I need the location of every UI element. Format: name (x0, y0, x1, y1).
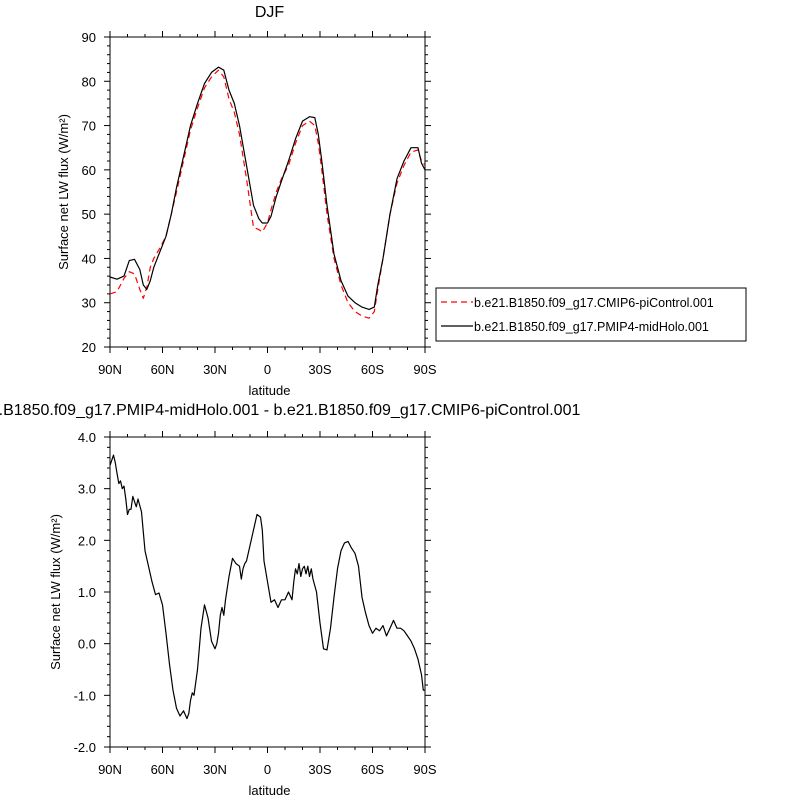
y-tick-label: 40 (82, 251, 96, 266)
x-tick-label: 30N (203, 762, 227, 777)
y-tick-label: 20 (82, 340, 96, 355)
x-axis-label: latitude (249, 383, 291, 398)
y-axis-label: Surface net LW flux (W/m²) (56, 114, 71, 270)
chart-title: b.e21.B1850.f09_g17.PMIP4-midHolo.001 - … (0, 402, 580, 419)
y-tick-label: -2.0 (74, 740, 96, 755)
y-axis-label: Surface net LW flux (W/m²) (48, 514, 63, 670)
legend-label-0: b.e21.B1850.f09_g17.CMIP6-piControl.001 (474, 296, 714, 310)
chart-title: DJF (255, 4, 285, 21)
y-tick-label: 70 (82, 119, 96, 134)
x-tick-label: 60S (361, 762, 384, 777)
x-tick-label: 60N (151, 762, 175, 777)
x-tick-label: 30S (308, 362, 331, 377)
chart-top-djf: DJF 90N 60N 30N 0 30S 60S 90S 20 30 40 50 60 70 80 90 la… (56, 4, 747, 398)
y-tick-label: 50 (82, 207, 96, 222)
x-tick-label: 0 (264, 362, 271, 377)
y-tick-label: 90 (82, 30, 96, 45)
x-tick-label: 60S (361, 362, 384, 377)
chart-bottom-difference: b.e21.B1850.f09_g17.PMIP4-midHolo.001 - … (0, 402, 580, 798)
x-tick-label: 90S (413, 362, 436, 377)
x-tick-label: 0 (264, 762, 271, 777)
legend-box (435, 287, 747, 342)
x-tick-label: 30S (308, 762, 331, 777)
x-tick-label: 90S (413, 762, 436, 777)
y-tick-label: 2.0 (78, 533, 96, 548)
plot-frame (109, 36, 426, 348)
x-tick-label: 90N (98, 762, 122, 777)
plot-frame (109, 436, 426, 748)
y-tick-label: 30 (82, 296, 96, 311)
series-line-1 (109, 66, 426, 310)
legend-label-1: b.e21.B1850.f09_g17.PMIP4-midHolo.001 (474, 320, 709, 334)
x-axis-label: latitude (249, 783, 291, 798)
y-tick-label: 60 (82, 163, 96, 178)
x-tick-label: 90N (98, 362, 122, 377)
y-tick-label: 80 (82, 74, 96, 89)
x-tick-label: 60N (151, 362, 175, 377)
series-line-0 (109, 454, 425, 720)
legend: b.e21.B1850.f09_g17.CMIP6-piControl.001b… (435, 287, 747, 342)
y-tick-label: 0.0 (78, 637, 96, 652)
y-tick-label: -1.0 (74, 688, 96, 703)
x-tick-label: 30N (203, 362, 227, 377)
series-line-0 (109, 69, 426, 319)
y-tick-label: 1.0 (78, 585, 96, 600)
y-tick-label: 4.0 (78, 430, 96, 445)
y-tick-label: 3.0 (78, 482, 96, 497)
